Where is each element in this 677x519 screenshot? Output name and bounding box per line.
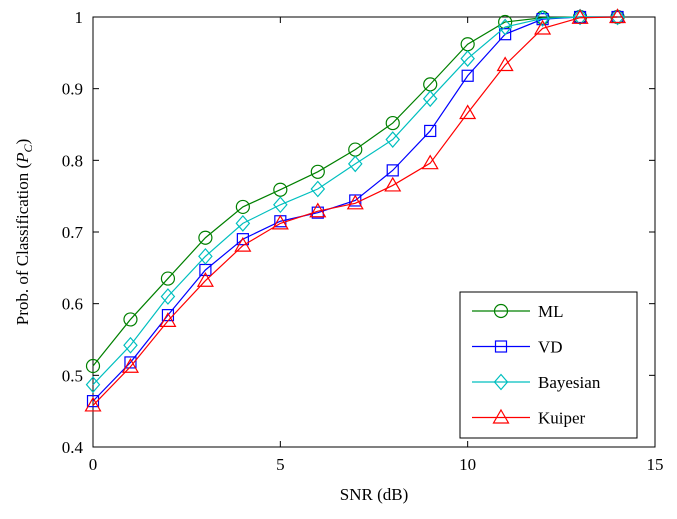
axis-ticks: 0 5 10 15 0.4 0.5 0.6 0.7 0.8 0.9 1 xyxy=(62,8,664,474)
x-tick-label: 15 xyxy=(647,455,664,474)
legend-entry-vd: VD xyxy=(472,338,563,357)
legend-marker-vd xyxy=(494,340,508,353)
data-point-ml xyxy=(310,164,325,179)
legend-marker-bayesian xyxy=(493,373,509,391)
x-tick-label: 10 xyxy=(459,455,476,474)
data-point-vd xyxy=(386,164,399,177)
data-point-kuiper xyxy=(234,236,252,252)
data-point-kuiper xyxy=(421,154,439,170)
data-point-bayesian xyxy=(85,376,101,394)
legend-label-bayesian: Bayesian xyxy=(538,373,601,392)
data-point-bayesian xyxy=(422,90,438,108)
y-tick-label: 0.6 xyxy=(62,295,83,314)
data-point-bayesian xyxy=(535,10,550,27)
data-point-bayesian xyxy=(572,8,588,26)
legend-entry-ml: ML xyxy=(472,302,564,321)
data-point-kuiper xyxy=(608,8,627,24)
series-bayesian xyxy=(85,8,625,394)
data-point-ml xyxy=(385,115,400,131)
data-point-kuiper xyxy=(309,202,327,218)
y-axis-label-prefix: Prob. of Classification ( xyxy=(13,162,32,325)
series-line-bayesian xyxy=(92,16,618,386)
y-tick-label: 0.4 xyxy=(62,438,84,457)
y-tick-label: 0.8 xyxy=(62,151,83,170)
data-point-kuiper xyxy=(496,56,514,72)
y-tick-label: 1 xyxy=(75,8,84,27)
data-point-kuiper xyxy=(121,358,140,373)
series-line-ml xyxy=(92,16,618,367)
legend-entry-kuiper: Kuiper xyxy=(472,409,586,428)
data-point-bayesian xyxy=(235,214,251,232)
data-point-kuiper xyxy=(571,9,589,24)
data-point-bayesian xyxy=(198,247,213,265)
legend-entry-bayesian: Bayesian xyxy=(472,373,601,392)
data-point-kuiper xyxy=(459,104,477,120)
legend-marker-ml xyxy=(493,303,509,319)
y-tick-label: 0.7 xyxy=(62,223,84,242)
data-point-kuiper xyxy=(346,194,364,210)
x-tick-label: 0 xyxy=(89,455,98,474)
data-point-bayesian xyxy=(123,336,138,354)
series-line-vd xyxy=(92,16,618,402)
legend-label-ml: ML xyxy=(538,302,564,321)
series-layer xyxy=(84,8,627,412)
data-point-vd xyxy=(424,124,437,138)
data-point-vd xyxy=(461,69,474,82)
series-kuiper xyxy=(84,8,627,412)
data-point-ml xyxy=(198,230,213,245)
data-point-bayesian xyxy=(160,288,176,305)
legend-label-vd: VD xyxy=(538,338,563,357)
x-axis-label: SNR (dB) xyxy=(340,485,408,504)
data-point-kuiper xyxy=(84,396,102,412)
data-point-bayesian xyxy=(385,131,401,148)
data-point-bayesian xyxy=(347,155,363,173)
x-tick-label: 5 xyxy=(276,455,285,474)
data-point-kuiper xyxy=(271,214,289,230)
data-point-bayesian xyxy=(460,50,475,67)
data-point-bayesian xyxy=(497,18,513,36)
legend-box xyxy=(459,291,638,439)
data-point-ml xyxy=(160,271,176,286)
y-axis-label-symbol: P xyxy=(13,152,32,163)
y-axis-label-suffix: ) xyxy=(13,139,32,145)
data-point-ml xyxy=(123,312,138,327)
y-tick-label: 0.5 xyxy=(62,366,83,385)
data-point-ml xyxy=(85,358,101,374)
data-point-bayesian xyxy=(273,196,288,214)
data-point-kuiper xyxy=(384,176,402,192)
data-point-kuiper xyxy=(196,272,214,287)
y-axis-label: Prob. of Classification (PC) xyxy=(13,139,35,326)
data-point-bayesian xyxy=(310,180,326,198)
data-point-vd xyxy=(86,395,100,408)
y-tick-label: 0.9 xyxy=(62,80,83,99)
legend: ML VD Bayesian Kuiper xyxy=(459,291,638,439)
legend-marker-kuiper xyxy=(492,408,510,424)
data-point-vd xyxy=(499,28,512,41)
data-point-ml xyxy=(235,199,250,215)
data-point-bayesian xyxy=(610,8,625,26)
data-point-kuiper xyxy=(534,19,552,35)
data-point-ml xyxy=(273,182,288,197)
data-point-vd xyxy=(236,233,249,246)
series-line-kuiper xyxy=(92,16,618,406)
data-point-kuiper xyxy=(159,312,177,327)
data-point-vd xyxy=(124,356,137,369)
y-axis-label-subscript: C xyxy=(21,143,35,152)
legend-label-kuiper: Kuiper xyxy=(538,409,586,428)
